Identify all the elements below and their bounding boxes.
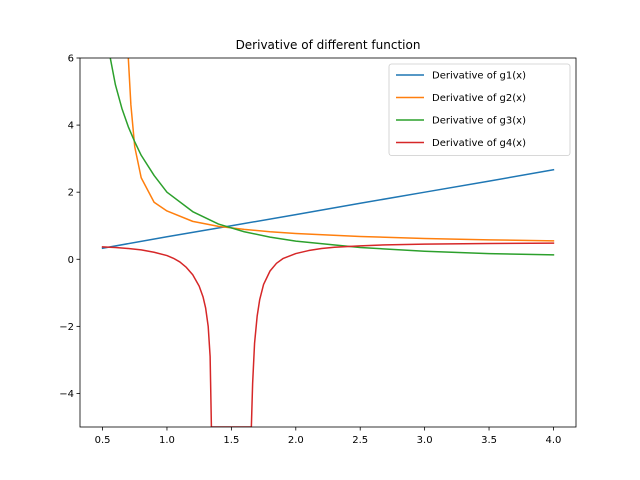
legend: Derivative of g1(x) Derivative of g2(x) De… [388,63,571,156]
series-line-2 [127,58,555,242]
axes-frame [79,57,577,428]
x-tick-label: 2.0 [288,435,304,446]
y-tick-label: 6 [68,54,74,65]
y-tick-label: −4 [59,389,74,400]
y-tick-label: 4 [68,121,74,132]
y-tick-label: −2 [59,322,74,333]
legend-label-3: Derivative of g3(x) [432,116,526,127]
x-tick-label: 2.5 [352,435,368,446]
legend-box [388,63,571,156]
legend-label-1: Derivative of g1(x) [432,71,526,82]
axes-layer: 0.5 1.0 1.5 2.0 2.5 3.0 3.5 4.0 −4 −2 0 2 4 6 [59,54,577,446]
chart-title: Derivative of different function [236,38,421,52]
y-tick-label: 0 [68,255,74,266]
legend-label-4: Derivative of g4(x) [432,138,526,149]
x-tick-label: 1.0 [159,435,175,446]
series-layer [101,58,555,427]
series-line-1 [101,168,555,250]
x-tick-label: 1.5 [223,435,239,446]
x-tick-label: 3.0 [417,435,433,446]
x-tick-label: 0.5 [95,435,111,446]
series-line-4 [101,242,555,427]
legend-label-2: Derivative of g2(x) [432,93,526,104]
x-tick-label: 4.0 [546,435,562,446]
x-tick-label: 3.5 [481,435,497,446]
series-line-3 [109,58,555,256]
y-tick-label: 2 [68,188,74,199]
